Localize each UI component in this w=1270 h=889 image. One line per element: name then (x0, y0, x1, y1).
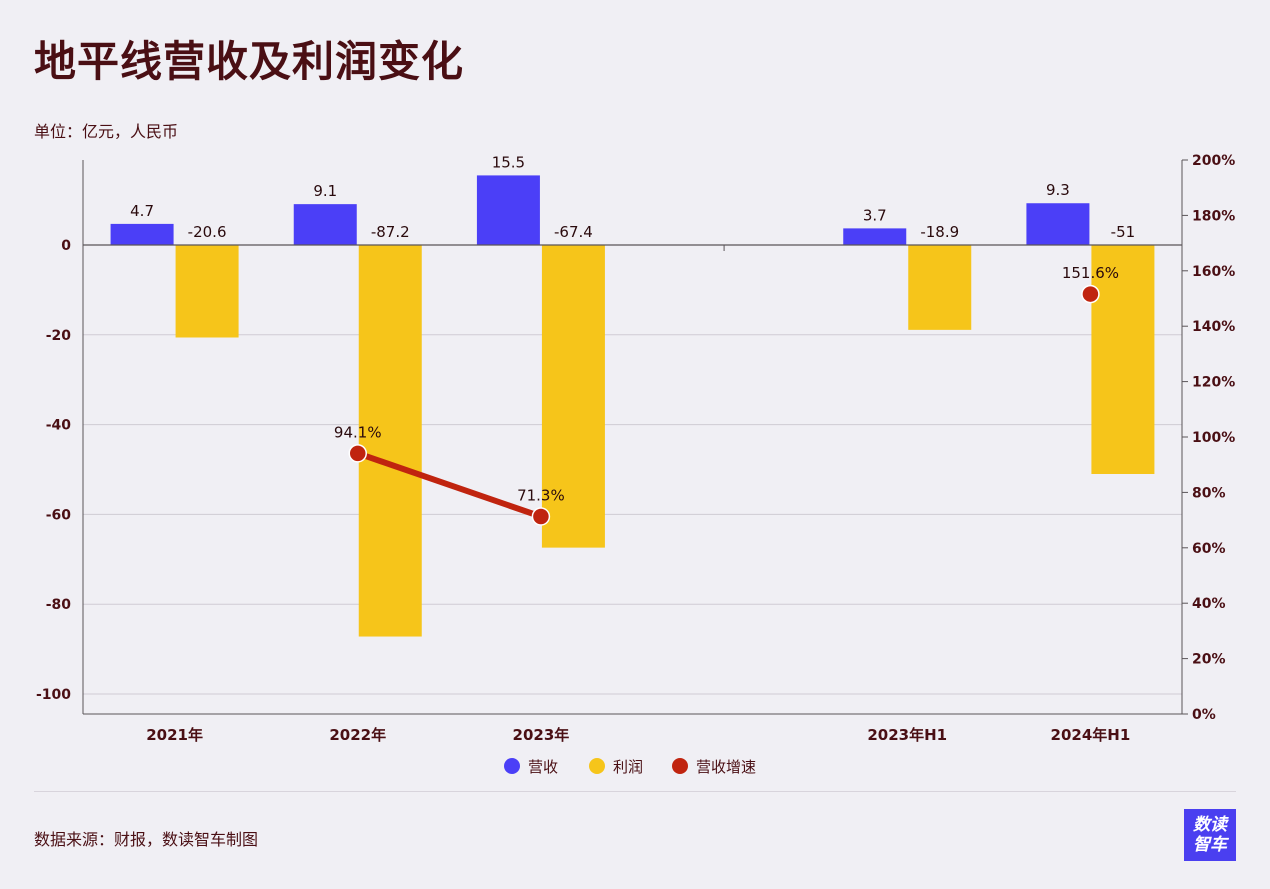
y-left-tick-label: -20 (46, 328, 72, 344)
legend-label: 利润 (613, 758, 643, 776)
x-tick-label: 2024年H1 (1051, 726, 1131, 744)
y-right-tick-label: 120% (1192, 375, 1235, 391)
x-tick-label: 2021年 (146, 726, 203, 744)
y-right-tick-label: 20% (1192, 652, 1226, 668)
profit-bar-label: -51 (1111, 223, 1136, 241)
y-left-tick-label: -80 (46, 597, 72, 613)
revenue-bar (476, 175, 540, 245)
y-right-tick-label: 100% (1192, 430, 1235, 446)
chart-title: 地平线营收及利润变化 (34, 37, 465, 86)
growth-point-label: 71.3% (517, 486, 565, 504)
y-left-tick-label: -100 (36, 687, 71, 703)
brand-logo: 数读 智车 (1184, 809, 1236, 861)
combo-chart: 0 -20 -40 -60 -80 -100 0% 20% 40% 60% 80% 100% 120% 1… (36, 153, 1235, 776)
x-tick-label: 2023年 (513, 726, 570, 744)
profit-bar-label: -18.9 (920, 223, 959, 241)
unit-note: 单位：亿元，人民币 (34, 122, 179, 141)
profit-bar-label: -87.2 (371, 223, 410, 241)
profit-bar (1091, 245, 1155, 474)
revenue-bar-label: 3.7 (863, 206, 887, 224)
growth-point-label: 94.1% (334, 423, 382, 441)
source-note: 数据来源：财报，数读智车制图 (34, 830, 259, 849)
profit-bar-label: -20.6 (188, 223, 227, 241)
y-right-tick-label: 160% (1192, 264, 1235, 280)
profit-bar (541, 245, 605, 548)
y-right-tick-label: 80% (1192, 485, 1226, 501)
revenue-bar (293, 204, 357, 245)
growth-line-segment (356, 450, 542, 520)
legend-marker (672, 758, 688, 774)
growth-point (531, 507, 551, 526)
revenue-bar-label: 4.7 (130, 202, 154, 220)
legend-marker (504, 758, 520, 774)
y-right-tick-label: 200% (1192, 153, 1235, 169)
legend-label: 营收 (528, 758, 558, 776)
y-left-tick-label: 0 (61, 238, 71, 254)
x-tick-label: 2023年H1 (867, 726, 947, 744)
x-tick-label: 2022年 (329, 726, 386, 744)
logo-text-line2: 智车 (1193, 835, 1227, 855)
revenue-bar-label: 15.5 (492, 153, 525, 171)
y-left-tick-label: -60 (46, 507, 72, 523)
revenue-bar-label: 9.3 (1046, 181, 1070, 199)
footer-divider (34, 791, 1236, 792)
revenue-bar-label: 9.1 (313, 182, 337, 200)
profit-bar (908, 245, 972, 330)
y-left-tick-label: -40 (46, 418, 72, 434)
profit-bar-label: -67.4 (554, 223, 593, 241)
revenue-bar (843, 228, 907, 245)
profit-bar (358, 245, 422, 637)
revenue-bar (110, 223, 174, 245)
growth-point (348, 444, 367, 463)
profit-bar (175, 245, 239, 338)
y-right-tick-label: 60% (1192, 541, 1226, 557)
y-right-tick-label: 180% (1192, 208, 1235, 224)
revenue-bar (1026, 203, 1090, 245)
logo-text-line1: 数读 (1193, 815, 1227, 835)
y-right-tick-label: 140% (1192, 319, 1235, 335)
y-right-tick-label: 40% (1192, 596, 1226, 612)
legend-label: 营收增速 (696, 758, 756, 776)
growth-point (1081, 284, 1100, 304)
y-right-tick-label: 0% (1192, 707, 1216, 723)
growth-point-label: 151.6% (1062, 264, 1119, 282)
legend-marker (589, 758, 605, 774)
